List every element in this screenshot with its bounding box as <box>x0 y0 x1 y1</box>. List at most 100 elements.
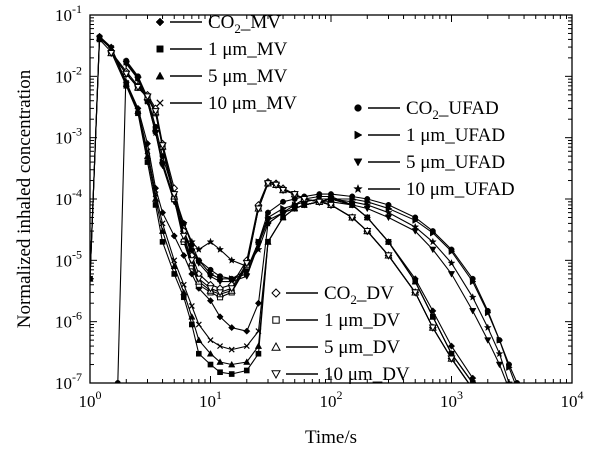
data-point <box>158 209 167 217</box>
data-point <box>429 246 437 254</box>
x-axis-label: Time/s <box>305 427 357 448</box>
data-point <box>215 289 225 297</box>
y-tick-label: 10-2 <box>55 63 82 86</box>
legend-item: 5 μm_DV <box>271 337 400 358</box>
data-point <box>207 361 214 368</box>
series-0 <box>90 32 477 383</box>
data-point <box>469 277 477 286</box>
data-point <box>272 181 281 190</box>
data-point <box>300 195 309 204</box>
legend-item: 1 μm_MV <box>156 39 288 60</box>
data-point <box>134 107 141 114</box>
legend-marker <box>155 71 165 80</box>
data-point <box>468 293 477 301</box>
data-point <box>195 321 202 328</box>
data-point <box>144 148 151 155</box>
data-point <box>469 308 477 315</box>
plot-area <box>90 32 521 383</box>
data-point <box>227 256 236 264</box>
data-point <box>215 245 225 253</box>
legend-label: 5 μm_DV <box>324 337 400 358</box>
legend-item: 1 μm_DV <box>272 310 400 331</box>
data-point <box>216 278 224 286</box>
data-point <box>348 214 357 222</box>
legend-label: 5 μm_UFAD <box>406 152 505 173</box>
data-point <box>217 343 224 350</box>
series-line <box>125 63 508 383</box>
data-point <box>206 350 215 357</box>
data-point <box>412 278 419 285</box>
data-point <box>143 93 152 101</box>
data-point <box>151 108 160 116</box>
data-point <box>170 232 178 240</box>
data-point <box>122 57 131 66</box>
legend-label: 1 μm_MV <box>208 39 288 60</box>
x-tick-label: 104 <box>561 388 584 411</box>
data-point <box>411 289 420 297</box>
legend-item: 10 μm_UFAD <box>353 179 515 200</box>
data-point <box>194 275 203 284</box>
legend-item: 5 μm_MV <box>155 66 288 87</box>
data-point <box>108 44 115 51</box>
data-point <box>484 309 492 317</box>
legend-item: CO2_UFAD <box>354 98 499 122</box>
legend-marker <box>353 183 363 194</box>
data-point <box>484 337 492 344</box>
legend-marker <box>271 288 281 298</box>
data-point <box>290 204 299 212</box>
data-point <box>428 324 437 332</box>
data-point <box>243 358 251 365</box>
data-point <box>216 358 224 365</box>
y-tick-label: 10-4 <box>55 186 82 209</box>
data-point <box>187 237 196 246</box>
data-point <box>263 219 273 227</box>
data-point <box>179 219 188 227</box>
x-tick-label: 100 <box>79 388 102 411</box>
data-point <box>228 324 236 332</box>
legend-item: 10 μm_DV <box>271 364 410 385</box>
legend-label: CO2_DV <box>324 283 394 307</box>
data-point <box>159 239 166 245</box>
series-line <box>90 35 477 383</box>
y-tick-label: 10-7 <box>55 370 82 393</box>
y-axis-label: Normalized inhaled concentration <box>14 69 35 328</box>
data-point <box>180 281 187 288</box>
data-point <box>280 198 287 205</box>
data-point <box>107 49 116 58</box>
data-point <box>255 350 262 357</box>
data-point <box>187 257 196 265</box>
data-point <box>254 205 263 213</box>
data-point <box>278 186 288 195</box>
data-point <box>216 313 224 321</box>
data-point <box>469 380 476 383</box>
data-point <box>158 227 167 234</box>
data-point <box>280 214 287 221</box>
legend-marker <box>354 104 362 112</box>
data-point <box>412 216 419 224</box>
data-point <box>326 194 336 203</box>
data-point <box>159 220 166 227</box>
data-point <box>188 303 195 309</box>
data-point <box>255 328 262 335</box>
x-tick-label: 101 <box>199 388 222 411</box>
legend-marker <box>156 99 164 107</box>
data-point <box>195 336 203 343</box>
legend-group-top-right: CO2_UFAD 1 μm_UFAD 5 μm_UFAD 10 μm_UFAD <box>353 98 515 200</box>
data-point <box>228 346 235 353</box>
data-point <box>152 191 159 198</box>
data-point <box>254 342 263 349</box>
legend-label: 10 μm_UFAD <box>406 179 515 200</box>
legend-label: 1 μm_DV <box>324 310 400 331</box>
data-point <box>263 180 273 188</box>
legend-marker <box>271 341 281 351</box>
data-point <box>430 229 437 237</box>
data-point <box>496 336 504 344</box>
data-point <box>384 252 393 260</box>
legend-marker <box>155 17 165 27</box>
data-point <box>363 205 371 213</box>
data-point <box>180 251 188 260</box>
data-point <box>495 349 504 358</box>
data-point <box>228 371 235 377</box>
data-point <box>348 197 357 206</box>
legend-label: CO2_UFAD <box>406 98 499 122</box>
